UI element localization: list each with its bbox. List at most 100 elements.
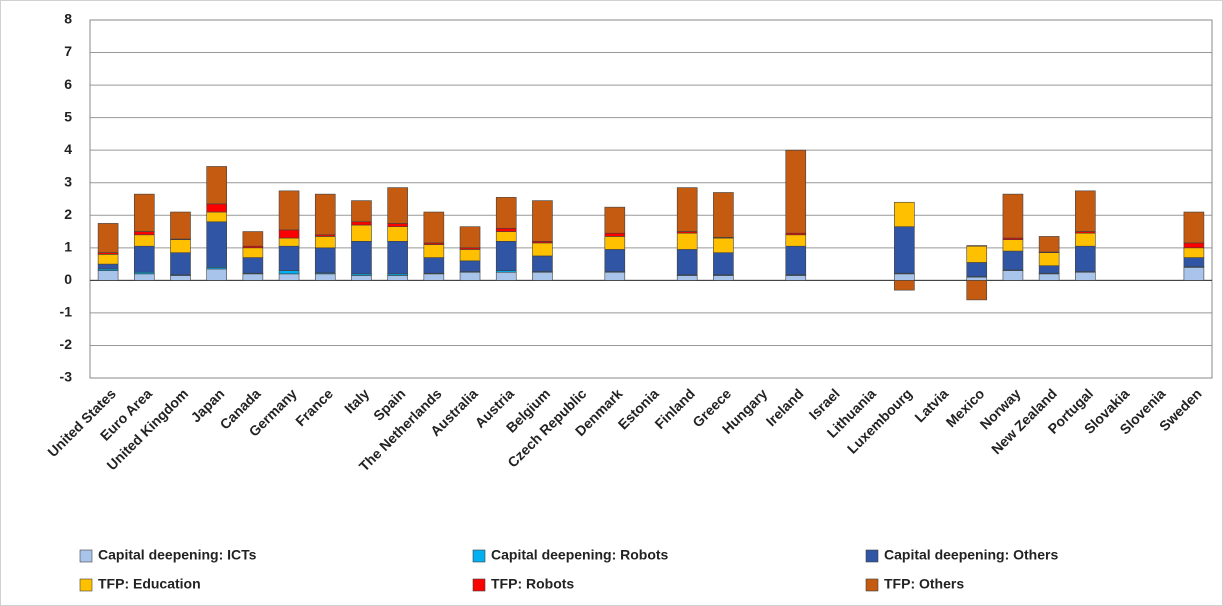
bar-segment [495,227,517,232]
bar-segment [278,229,300,239]
y-tick-label: 6 [64,76,72,92]
legend-swatch [865,549,879,563]
bar-segment [133,193,155,232]
bar-segment [785,245,807,276]
y-tick-label: -3 [60,369,73,385]
bar-segment [1002,250,1024,271]
bar-segment [894,226,915,274]
bar-segment [966,276,988,281]
legend-swatch [865,578,879,592]
bar-segment [1038,236,1060,253]
legend-label: Capital deepening: ICTs [98,547,257,563]
bar-segment [423,211,445,244]
bar-segment [966,245,988,263]
bar-segment [676,275,698,281]
bar-segment [676,249,698,276]
bar-segment [242,257,264,274]
bar-segment [713,237,734,254]
bar-segment [604,271,626,281]
bar-segment [206,221,227,268]
bar-segment [1002,239,1024,252]
bar-segment [1183,247,1205,258]
bar-segment [676,187,698,232]
bar-segment [966,280,988,301]
bar-segment [97,270,119,281]
bar-segment [351,275,372,281]
bar-segment [532,200,553,242]
y-tick-label: 1 [64,239,72,255]
bar-segment [206,268,227,281]
bar-segment [206,203,227,213]
bar-segment [170,252,191,276]
y-tick-label: 3 [64,173,72,189]
bar-segment [423,257,445,274]
bar-segment [604,249,626,272]
bar-segment [676,232,698,250]
legend-swatch [79,578,93,592]
bar-segment [351,224,372,242]
bar-segment [1075,245,1096,272]
bar-segment [532,255,553,272]
legend-swatch [79,549,93,563]
bar-segment [387,226,408,242]
y-tick-label: 0 [64,271,72,287]
bar-segment [1183,257,1205,267]
bar-segment [495,271,517,281]
bar-segment [97,263,119,270]
bar-segment [495,197,517,229]
legend-swatch [472,578,486,592]
bar-segment [278,245,300,271]
bar-segment [423,244,445,258]
bar-segment [242,273,264,281]
legend-label: Capital deepening: Robots [491,547,669,563]
bar-segment [713,192,734,238]
bar-segment [532,271,553,281]
bar-segment [133,231,155,236]
bar-segment [785,149,807,234]
bar-segment [387,275,408,281]
bar-segment [242,231,264,247]
bar-segment [1075,232,1096,247]
bar-segment [351,241,372,275]
bar-segment [423,273,445,281]
bar-segment [133,273,155,281]
bar-segment [604,236,626,250]
bar-segment [206,211,227,223]
bar-segment [1183,242,1205,249]
y-tick-label: -1 [60,304,73,320]
y-tick-label: 8 [64,11,72,27]
bar-segment [459,226,481,249]
bar-segment [1075,271,1096,281]
bar-segment [242,247,264,258]
bar-segment [495,241,517,271]
bar-segment [278,190,300,231]
bar-segment [314,247,336,274]
legend-label: TFP: Robots [491,576,574,592]
bar-segment [133,234,155,247]
bar-segment [206,166,227,205]
bar-segment [459,271,481,281]
bar-segment [459,260,481,272]
bar-segment [785,275,807,281]
bar-segment [966,245,988,247]
bar-segment [1038,273,1060,281]
bar-segment [278,270,300,275]
bar-segment [314,193,336,236]
bar-segment [1002,193,1024,239]
legend-label: Capital deepening: Others [884,547,1058,563]
bar-segment [1038,252,1060,267]
y-tick-label: 5 [64,108,72,124]
bar-segment [713,275,734,281]
bar-segment [713,252,734,276]
bar-segment [133,245,155,273]
y-tick-label: -2 [60,336,73,352]
bar-segment [1075,190,1096,232]
bar-segment [459,249,481,262]
bar-segment [966,262,988,277]
bar-segment [351,221,372,226]
legend-label: TFP: Education [98,576,201,592]
bar-segment [532,242,553,257]
y-tick-label: 4 [64,141,72,157]
